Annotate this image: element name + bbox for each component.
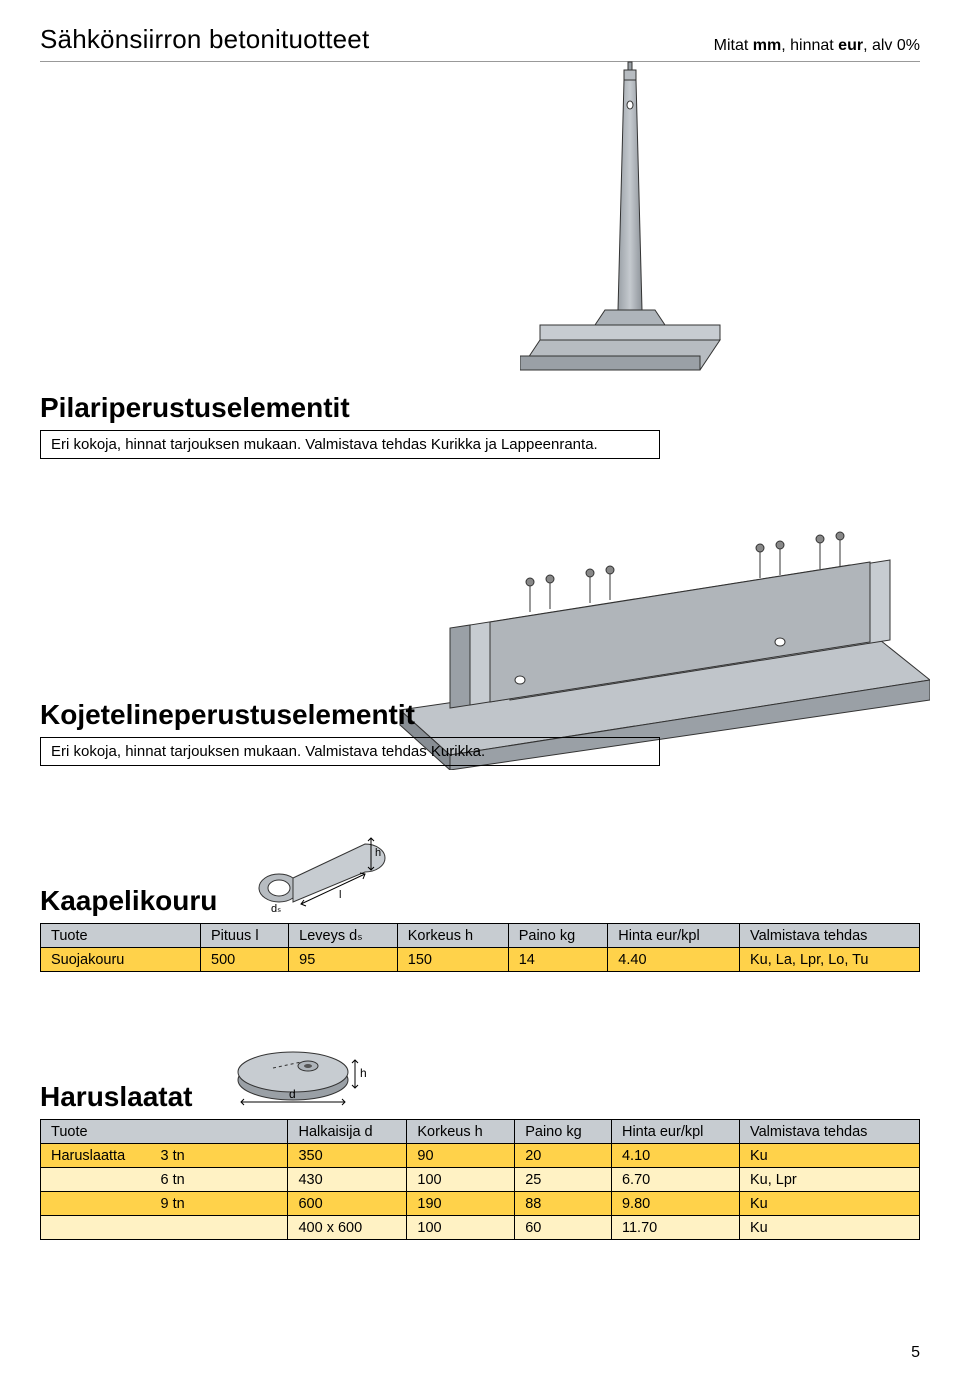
- table-row: 9 tn 600 190 88 9.80 Ku: [41, 1192, 920, 1216]
- col-h: Korkeus h: [407, 1120, 515, 1144]
- svg-text:h: h: [375, 847, 381, 859]
- table-row: 400 x 600 100 60 11.70 Ku: [41, 1216, 920, 1240]
- col-tehdas: Valmistava tehdas: [740, 1120, 920, 1144]
- page-title: Sähkönsiirron betonituotteet: [40, 24, 369, 55]
- table-row: Suojakouru 500 95 150 14 4.40 Ku, La, Lp…: [41, 948, 920, 972]
- section-kaapelikouru: Kaapelikouru h l dₛ: [40, 826, 920, 972]
- col-kg: Paino kg: [515, 1120, 612, 1144]
- page-header: Sähkönsiirron betonituotteet Mitat mm, h…: [40, 24, 920, 62]
- table-row: 6 tn 430 100 25 6.70 Ku, Lpr: [41, 1168, 920, 1192]
- kaapelikouru-table: Tuote Pituus l Leveys dₛ Korkeus h Paino…: [40, 923, 920, 972]
- page-number: 5: [911, 1344, 920, 1362]
- section2-title: Kojetelineperustuselementit: [40, 699, 415, 731]
- col-tuote: Tuote: [41, 924, 201, 948]
- col-tehdas: Valmistava tehdas: [740, 924, 920, 948]
- pillar-illustration: [520, 60, 740, 385]
- col-d: Halkaisija d: [288, 1120, 407, 1144]
- svg-text:dₛ: dₛ: [271, 903, 281, 915]
- table-row: Haruslaatta 3 tn 350 90 20 4.10 Ku: [41, 1144, 920, 1168]
- col-eur: Hinta eur/kpl: [611, 1120, 739, 1144]
- plate-illustration: h d: [223, 1032, 383, 1117]
- section-haruslaatat: Haruslaatat h d: [40, 1032, 920, 1240]
- section3-title: Kaapelikouru: [40, 885, 217, 917]
- col-pituus: Pituus l: [201, 924, 289, 948]
- col-paino: Paino kg: [508, 924, 608, 948]
- units-note: Mitat mm, hinnat eur, alv 0%: [714, 37, 920, 55]
- haruslaatat-table: Tuote Halkaisija d Korkeus h Paino kg Hi…: [40, 1119, 920, 1240]
- svg-text:h: h: [360, 1066, 367, 1080]
- col-tuote: Tuote: [41, 1120, 288, 1144]
- section-kojetelineperustuselementit: Kojetelineperustuselementit Eri kokoja, …: [40, 699, 920, 766]
- section-pilariperustuselementit: Pilariperustuselementit Eri kokoja, hinn…: [40, 392, 920, 459]
- col-hinta: Hinta eur/kpl: [608, 924, 740, 948]
- col-korkeus: Korkeus h: [397, 924, 508, 948]
- table-header-row: Tuote Halkaisija d Korkeus h Paino kg Hi…: [41, 1120, 920, 1144]
- section1-note: Eri kokoja, hinnat tarjouksen mukaan. Va…: [40, 430, 660, 459]
- table-header-row: Tuote Pituus l Leveys dₛ Korkeus h Paino…: [41, 924, 920, 948]
- section1-title: Pilariperustuselementit: [40, 392, 350, 424]
- col-leveys: Leveys dₛ: [289, 924, 398, 948]
- svg-text:d: d: [289, 1087, 296, 1101]
- svg-text:l: l: [339, 889, 341, 901]
- section2-note: Eri kokoja, hinnat tarjouksen mukaan. Va…: [40, 737, 660, 766]
- cable-illustration: h l dₛ: [247, 826, 387, 921]
- section4-title: Haruslaatat: [40, 1081, 193, 1113]
